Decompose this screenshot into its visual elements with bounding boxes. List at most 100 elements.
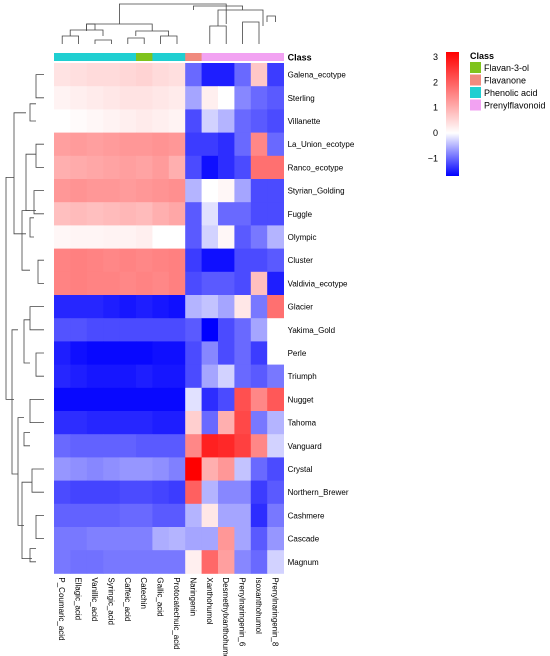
heatmap-cell (250, 387, 268, 412)
heatmap-cell (86, 109, 104, 133)
heatmap-cell (103, 109, 120, 133)
heatmap-cell (218, 341, 235, 365)
row-label: Vanguard (288, 442, 322, 451)
dendrogram-link (11, 329, 18, 475)
class-bar-cell (267, 53, 284, 61)
heatmap-cell (103, 295, 120, 319)
heatmap-cell (103, 225, 120, 249)
heatmap-cell (201, 202, 219, 226)
heatmap-cell (185, 86, 202, 110)
row-label: Nugget (288, 395, 315, 404)
heatmap-cell (201, 225, 219, 249)
heatmap-cell (250, 480, 268, 505)
heatmap-cell (185, 179, 202, 203)
heatmap-cell (267, 434, 284, 458)
heatmap-cell (54, 179, 71, 203)
heatmap-cell (218, 457, 235, 481)
heatmap-cell (185, 155, 202, 180)
column-label: Gallic_acid (156, 577, 165, 616)
heatmap-cell (103, 202, 120, 226)
heatmap-cell (185, 295, 202, 319)
column-label: Isoxanthohumol (254, 577, 263, 634)
heatmap-cell (218, 527, 235, 551)
heatmap-cell (267, 155, 284, 180)
row-label: Galena_ecotype (288, 71, 347, 80)
heatmap-cell (136, 318, 153, 342)
dendrogram-link (33, 190, 44, 215)
heatmap-cell (152, 411, 170, 435)
heatmap-cell (136, 527, 153, 551)
heatmap-cell (103, 86, 120, 110)
column-labels: P_Coumaric_acid Ellagic_acid Vanillic_acid… (57, 577, 279, 656)
heatmap-cell (168, 503, 186, 528)
heatmap-cell (103, 132, 120, 157)
heatmap-cell (54, 364, 71, 389)
heatmap-cell (152, 155, 170, 180)
dendrogram-link (35, 515, 44, 539)
heatmap-cell (70, 63, 88, 87)
heatmap-cell (54, 295, 71, 319)
heatmap-cell (234, 527, 252, 551)
dendrogram-link (29, 548, 36, 563)
dendrogram-link (23, 432, 30, 447)
heatmap-cell (70, 550, 88, 574)
heatmap-cell (250, 202, 268, 226)
column-label: Desmethylxanthohumol (221, 577, 230, 656)
heatmap-cell (152, 132, 170, 157)
heatmap-cell (54, 318, 71, 342)
heatmap-cell (70, 248, 88, 273)
heatmap-cell (267, 457, 284, 481)
heatmap-cell (70, 109, 88, 133)
heatmap-cell (70, 202, 88, 226)
dendrogram-link (17, 417, 24, 526)
heatmap-cell (168, 457, 186, 481)
heatmap-cell (185, 271, 202, 296)
heatmap-cell (168, 271, 186, 296)
heatmap-cell (250, 457, 268, 481)
heatmap-cell (103, 527, 120, 551)
color-scale: 3 2 1 0 −1 (428, 52, 459, 176)
heatmap-cell (218, 503, 235, 528)
column-label: P_Coumaric_acid (57, 577, 66, 640)
column-label: Xanthohumol (205, 577, 214, 624)
heatmap-cell (218, 295, 235, 319)
dendrogram-link (209, 25, 227, 44)
heatmap-cell (250, 434, 268, 458)
heatmap-cell (218, 63, 235, 87)
heatmap-cell (54, 63, 71, 87)
heatmap-cell (103, 480, 120, 505)
row-label: Fuggle (288, 210, 313, 219)
heatmap-cell (136, 550, 153, 574)
heatmap-cell (201, 271, 219, 296)
heatmap-cell (234, 387, 252, 412)
legend-label: Phenolic acid (484, 88, 538, 98)
heatmap-cell (103, 550, 120, 574)
dendrogram-link (266, 15, 276, 22)
heatmap-cell (201, 109, 219, 133)
heatmap-cell (152, 387, 170, 412)
heatmap-cell (267, 527, 284, 551)
heatmap-cell (250, 248, 268, 273)
heatmap-cell (218, 109, 235, 133)
dendrogram-link (86, 23, 96, 30)
heatmap-cell (86, 480, 104, 505)
dendrogram-link (29, 103, 36, 122)
heatmap-cell (152, 271, 170, 296)
heatmap-cell (103, 179, 120, 203)
heatmap-cell (168, 295, 186, 319)
heatmap-cell (234, 434, 252, 458)
heatmap-cell (54, 86, 71, 110)
heatmap-cell (54, 527, 71, 551)
heatmap-cell (54, 248, 71, 273)
class-bar-cell (250, 53, 268, 61)
heatmap-cell (218, 179, 235, 203)
heatmap-cell (136, 271, 153, 296)
class-bar-cell (86, 53, 104, 61)
heatmap-cell (136, 434, 153, 458)
heatmap-cell (136, 411, 153, 435)
heatmap-cell (152, 225, 170, 249)
heatmap-cell (250, 341, 268, 365)
heatmap-cell (136, 63, 153, 87)
row-label: La_Union_ecotype (288, 140, 355, 149)
heatmap-cell (70, 318, 88, 342)
